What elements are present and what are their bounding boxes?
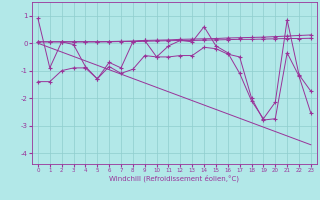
X-axis label: Windchill (Refroidissement éolien,°C): Windchill (Refroidissement éolien,°C)	[109, 175, 239, 182]
